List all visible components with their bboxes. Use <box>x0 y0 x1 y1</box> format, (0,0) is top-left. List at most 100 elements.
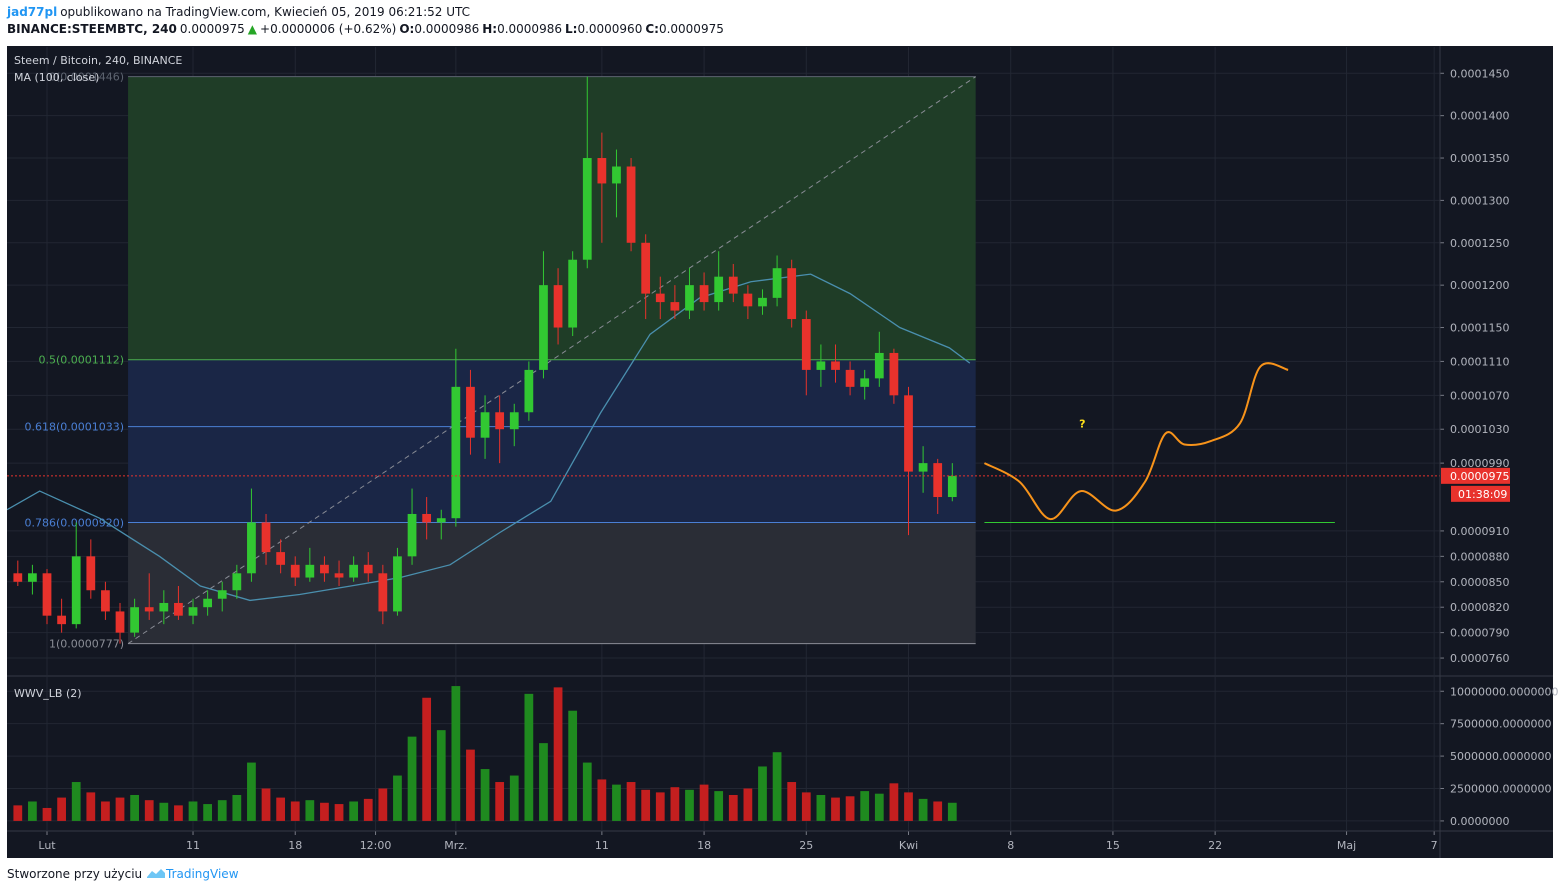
x-tick-label: 18 <box>288 839 302 852</box>
volume-bar <box>71 782 81 821</box>
volume-bar <box>451 686 461 821</box>
countdown-label: 01:38:09 <box>1458 488 1507 501</box>
byline: jad77pl opublikowano na TradingView.com, … <box>7 4 730 21</box>
candle-body <box>174 602 183 616</box>
candle-body <box>290 564 300 578</box>
candle-body <box>582 158 592 260</box>
candle-body <box>947 475 957 498</box>
header: jad77pl opublikowano na TradingView.com, … <box>7 4 730 38</box>
ohlc-key: L: <box>564 22 578 36</box>
candle-body <box>509 412 519 430</box>
symbol: BINANCE:STEEMBTC, 240 <box>7 22 177 36</box>
candle-body <box>568 259 578 328</box>
candle-body <box>247 522 256 574</box>
x-tick-label: 7 <box>1431 839 1438 852</box>
volume-bar <box>261 788 271 821</box>
change: +0.0000006 (+0.62%) <box>260 22 397 36</box>
last-price-tag <box>1441 467 1510 484</box>
y-tick-label: 10000000.0000000 <box>1450 685 1558 698</box>
ohlc-key: C: <box>645 22 659 36</box>
candle-body <box>232 573 242 591</box>
candle-body <box>436 518 446 523</box>
volume-bar <box>232 794 242 821</box>
candle-body <box>845 369 855 387</box>
x-tick-label: Kwi <box>899 839 918 852</box>
author[interactable]: jad77pl <box>7 5 58 19</box>
chart-title: Steem / Bitcoin, 240, BINANCE <box>14 54 182 67</box>
candle-body <box>101 590 110 612</box>
volume-bar <box>801 792 811 821</box>
footer: Stworzone przy użyciu TradingView <box>7 867 239 881</box>
candle-body <box>524 369 534 413</box>
ohlc-value: 0.0000975 <box>658 22 724 36</box>
candle-body <box>451 386 461 519</box>
volume-bar <box>28 801 37 821</box>
candle-body <box>363 564 373 574</box>
y-tick-label: 0.0001400 <box>1450 110 1510 123</box>
volume-bar <box>480 769 490 821</box>
candle-body <box>553 285 563 328</box>
volume-bar <box>758 766 767 821</box>
candle-body <box>28 573 37 582</box>
volume-bar <box>174 805 183 821</box>
volume-bar <box>787 782 797 821</box>
candle-body <box>728 276 738 294</box>
candle-body <box>349 564 359 578</box>
volume-bar <box>816 794 826 821</box>
footer-brand[interactable]: TradingView <box>166 867 239 881</box>
volume-bar <box>918 798 928 821</box>
y-tick-label: 7500000.0000000 <box>1450 718 1551 731</box>
candle-body <box>422 513 432 523</box>
candle-body <box>699 285 709 303</box>
volume-bar <box>130 794 139 821</box>
candle-body <box>816 361 826 370</box>
y-tick-label: 0.0001200 <box>1450 279 1510 292</box>
volume-bar <box>495 782 505 821</box>
fib-zone <box>128 426 976 523</box>
candle-body <box>539 285 548 370</box>
fib-zone <box>128 76 976 360</box>
y-tick-label: 0.0001450 <box>1450 67 1510 80</box>
footer-text: Stworzone przy użyciu <box>7 867 143 881</box>
candle-body <box>641 242 651 294</box>
candle-body <box>904 395 913 472</box>
candle-body <box>495 412 505 430</box>
ohlc-value: 0.0000986 <box>414 22 480 36</box>
volume-bar <box>57 797 66 821</box>
volume-bar <box>217 800 227 821</box>
volume-bar <box>860 791 870 821</box>
candle-body <box>612 166 621 184</box>
fib-label: 0(0.0001446) <box>49 71 124 84</box>
volume-bar <box>422 697 432 821</box>
volume-bar <box>845 796 855 821</box>
ohlc-key: H: <box>482 22 498 36</box>
ma-line <box>7 273 971 602</box>
candle-body <box>670 302 680 311</box>
x-tick-label: Maj <box>1337 839 1356 852</box>
volume-bar <box>743 788 753 821</box>
y-tick-label: 0.0000760 <box>1450 652 1510 665</box>
volume-bar <box>436 730 446 821</box>
volume-bar <box>144 800 154 821</box>
fib-zone <box>128 359 976 427</box>
y-tick-label: 0.0001350 <box>1450 152 1510 165</box>
volume-bar <box>407 736 417 821</box>
candle-body <box>144 607 154 612</box>
volume-bar <box>685 789 694 821</box>
candle-body <box>801 319 811 370</box>
candle-body <box>466 386 475 438</box>
volume-bar <box>101 801 110 821</box>
x-tick-label: 18 <box>697 839 711 852</box>
candle-body <box>159 602 169 612</box>
volume-bar <box>13 805 23 821</box>
volume-bar <box>874 793 884 821</box>
y-tick-label: 0.0001150 <box>1450 322 1510 335</box>
candle-body <box>334 573 344 578</box>
trend-line <box>127 76 976 645</box>
volume-bar <box>699 784 709 821</box>
volume-bar <box>378 788 388 821</box>
fib-label: 1(0.0000777) <box>49 638 124 651</box>
volume-title: WWV_LB (2) <box>14 687 82 700</box>
ohlc-value: 0.0000986 <box>497 22 562 36</box>
